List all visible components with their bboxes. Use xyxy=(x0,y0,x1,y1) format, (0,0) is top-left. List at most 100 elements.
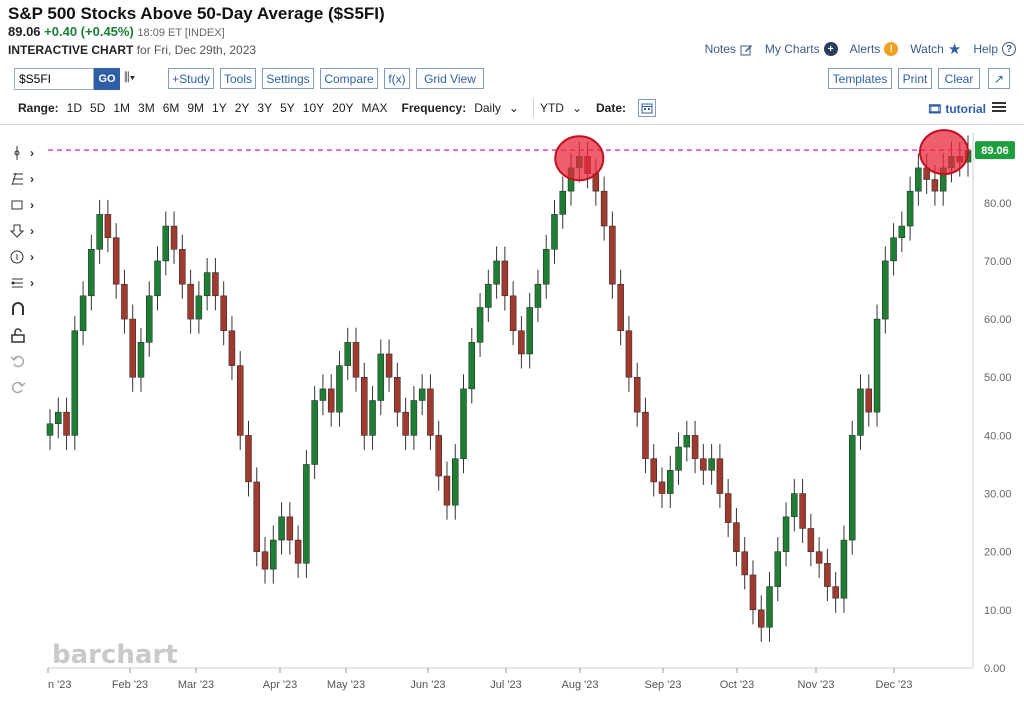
expand-button[interactable]: ↗ xyxy=(988,68,1010,89)
compare-button[interactable]: Compare xyxy=(320,68,378,89)
candle-body xyxy=(88,249,95,297)
tools-button[interactable]: Tools xyxy=(220,68,256,89)
candle-body xyxy=(385,353,393,378)
watch-link[interactable]: Watch ★ xyxy=(910,41,962,58)
range-9m[interactable]: 9M xyxy=(187,101,205,115)
crosshair-tool[interactable]: › xyxy=(10,140,46,166)
candle-body xyxy=(369,400,376,436)
menu-button[interactable] xyxy=(992,100,1006,114)
x-axis: n '23 Feb '23 Mar '23 Apr '23 May '23 Jun '23… xyxy=(47,668,912,691)
candle-body xyxy=(824,563,831,587)
candle-body xyxy=(518,330,525,355)
study-button[interactable]: +Study xyxy=(168,68,214,89)
range-3y[interactable]: 3Y xyxy=(257,101,273,115)
undo-button[interactable] xyxy=(10,348,46,374)
x-tick-label: Mar '23 xyxy=(178,679,214,691)
candle-body xyxy=(766,586,773,628)
pitchfork-tool[interactable]: › xyxy=(10,270,46,296)
clear-button[interactable]: Clear xyxy=(938,68,980,89)
candle-body xyxy=(815,551,823,564)
chevron-right-icon: › xyxy=(30,250,34,264)
candle-body xyxy=(435,435,442,477)
tutorial-link[interactable]: 🎞 tutorial xyxy=(927,102,986,116)
price-change: +0.40 (+0.45%) xyxy=(44,24,134,39)
go-button[interactable]: GO xyxy=(94,68,120,90)
candle-body xyxy=(799,493,806,529)
candle-body xyxy=(294,539,302,564)
range-5y[interactable]: 5Y xyxy=(280,101,295,115)
calendar-icon xyxy=(641,103,653,114)
candle-body xyxy=(344,342,351,366)
candle-body xyxy=(534,283,542,308)
candle-body xyxy=(559,190,567,215)
range-2y[interactable]: 2Y xyxy=(234,101,250,115)
range-1d[interactable]: 1D xyxy=(66,101,83,115)
my-charts-link[interactable]: My Charts + xyxy=(765,40,838,58)
candle-body xyxy=(609,225,616,285)
fib-tool[interactable]: › xyxy=(10,166,46,192)
candle-body xyxy=(352,342,360,378)
shape-tool[interactable]: › xyxy=(10,192,46,218)
range-20y[interactable]: 20Y xyxy=(332,101,354,115)
function-button[interactable]: f(x) xyxy=(384,68,410,89)
candle-body xyxy=(179,249,186,285)
chart-style-dropdown[interactable]: ⫼▾ xyxy=(124,70,135,85)
candle-body xyxy=(137,342,145,378)
candle-body xyxy=(832,586,839,599)
candle-body xyxy=(526,307,533,355)
templates-button[interactable]: Templates xyxy=(828,68,892,89)
period-dropdown[interactable]: YTD ⌄ xyxy=(539,101,583,115)
candle-body xyxy=(625,330,633,378)
candle-body xyxy=(286,516,294,541)
price-chart[interactable]: 0.00 10.00 20.00 30.00 40.00 50.00 60.00 70.00 8… xyxy=(0,125,1024,702)
candle-body xyxy=(757,609,765,628)
frequency-label: Frequency: xyxy=(401,101,467,115)
y-tick-label: 0.00 xyxy=(984,663,1005,675)
magnet-tool[interactable] xyxy=(10,296,46,322)
calendar-button[interactable] xyxy=(638,99,657,117)
last-price-badge-bg xyxy=(975,141,1015,160)
grid-view-button[interactable]: Grid View xyxy=(416,68,484,89)
print-button[interactable]: Print xyxy=(898,68,932,89)
range-1m[interactable]: 1M xyxy=(113,101,131,115)
frequency-dropdown[interactable]: Daily ⌄ xyxy=(474,101,519,115)
range-3m[interactable]: 3M xyxy=(138,101,155,115)
candle-body xyxy=(96,214,103,250)
range-max[interactable]: MAX xyxy=(361,101,388,115)
candle-body xyxy=(708,458,715,471)
last-price: 89.06 xyxy=(8,24,41,39)
candle-body xyxy=(402,411,409,436)
watermark-logo: barchart xyxy=(52,640,178,670)
chevron-right-icon: › xyxy=(30,146,34,160)
candle-body xyxy=(79,295,87,331)
help-link[interactable]: Help ? xyxy=(973,40,1016,58)
x-tick-label: May '23 xyxy=(327,679,365,691)
redo-button[interactable] xyxy=(10,374,46,400)
divider xyxy=(0,124,1024,125)
candle-body xyxy=(361,376,368,436)
label-tool[interactable]: › xyxy=(10,244,46,270)
alerts-link[interactable]: Alerts ! xyxy=(850,40,899,58)
range-1y[interactable]: 1Y xyxy=(212,101,227,115)
candle-body xyxy=(129,318,136,378)
highlight-circle xyxy=(919,129,969,176)
candle-body xyxy=(658,481,666,494)
arrow-tool[interactable]: › xyxy=(10,218,46,244)
range-5d[interactable]: 5D xyxy=(90,101,106,115)
candle-body xyxy=(906,190,914,227)
candle-body xyxy=(63,411,70,436)
y-axis: 0.00 10.00 20.00 30.00 40.00 50.00 60.00 70.00 8… xyxy=(984,198,1012,675)
candle-body xyxy=(245,435,252,483)
candle-body xyxy=(865,388,873,413)
candle-body xyxy=(270,539,277,570)
number-circle-icon xyxy=(10,250,24,264)
settings-button[interactable]: Settings xyxy=(262,68,314,89)
lock-tool[interactable] xyxy=(10,322,46,348)
range-6m[interactable]: 6M xyxy=(162,101,180,115)
chevron-right-icon: › xyxy=(30,198,34,212)
symbol-input[interactable] xyxy=(14,68,94,90)
x-tick-label: n '23 xyxy=(48,679,72,691)
candle-body xyxy=(807,528,815,552)
notes-link[interactable]: Notes xyxy=(705,40,753,58)
range-10y[interactable]: 10Y xyxy=(302,101,325,115)
